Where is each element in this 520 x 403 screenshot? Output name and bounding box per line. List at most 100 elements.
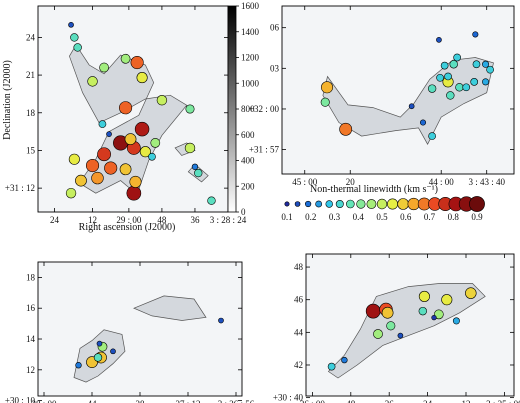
panel-bottom-right: 26 : 00 48 36 24 12 3 : 25 : 00 48 46 44 42 +30 : … bbox=[273, 253, 520, 403]
linewidth-marker bbox=[97, 147, 111, 162]
intensity-tick-label: 1200 bbox=[241, 53, 260, 63]
y-tick-label: 18 bbox=[26, 108, 36, 118]
linewidth-marker bbox=[106, 131, 112, 137]
linewidth-marker bbox=[449, 60, 458, 69]
linewidth-tick-label: 0.8 bbox=[448, 212, 460, 222]
intensity-tick-label: 1400 bbox=[241, 27, 260, 37]
linewidth-marker bbox=[194, 168, 203, 178]
x-tick-label: 29 : 00 bbox=[116, 215, 142, 225]
y-tick-label: 42 bbox=[294, 360, 303, 370]
linewidth-marker bbox=[472, 31, 479, 38]
intensity-tick-label: 0 bbox=[241, 207, 246, 217]
linewidth-marker bbox=[98, 120, 107, 128]
panel-frame bbox=[305, 253, 515, 397]
linewidth-legend-dot bbox=[284, 201, 290, 207]
x-tick-label: 44 : 00 bbox=[429, 177, 455, 187]
linewidth-marker bbox=[156, 95, 168, 106]
linewidth-marker bbox=[139, 146, 151, 158]
linewidth-marker bbox=[129, 175, 142, 188]
intensity-tick-label: 1600 bbox=[241, 1, 260, 11]
panel-bottom-left: 28 : 00 44 28 27 : 12 3 : 26 : 56 18 16 14 12 +30… bbox=[5, 261, 255, 403]
linewidth-marker bbox=[119, 163, 132, 176]
linewidth-marker bbox=[99, 62, 109, 73]
linewidth-marker bbox=[110, 348, 116, 355]
linewidth-marker bbox=[486, 65, 494, 74]
intensity-tick-label: 1000 bbox=[241, 78, 260, 88]
linewidth-marker bbox=[446, 91, 455, 100]
linewidth-marker bbox=[185, 104, 195, 114]
x-tick-label: 3 : 43 : 40 bbox=[468, 177, 505, 187]
x-tick-label: 12 bbox=[462, 399, 471, 403]
linewidth-marker bbox=[455, 83, 464, 92]
linewidth-marker bbox=[470, 78, 479, 86]
x-tick-label: 48 bbox=[157, 215, 167, 225]
linewidth-legend-dot bbox=[397, 198, 409, 210]
x-tick-label: 28 : 00 bbox=[31, 399, 57, 403]
linewidth-marker bbox=[339, 122, 353, 136]
y-tick-label: 12 bbox=[26, 365, 35, 375]
y-tick-label: +31 : 12 bbox=[5, 183, 35, 193]
y-tick-label: 48 bbox=[294, 262, 304, 272]
linewidth-marker bbox=[373, 329, 383, 339]
linewidth-tick-label: 0.1 bbox=[281, 212, 292, 222]
y-tick-label: 44 bbox=[294, 327, 304, 337]
linewidth-marker bbox=[130, 55, 144, 70]
linewidth-tick-label: 0.5 bbox=[376, 212, 388, 222]
linewidth-marker bbox=[418, 290, 430, 302]
linewidth-marker bbox=[124, 133, 137, 146]
x-tick-label: 26 : 00 bbox=[300, 399, 326, 403]
y-tick-label: 18 bbox=[26, 272, 36, 282]
y-tick-label: +32 : 00 bbox=[249, 104, 280, 114]
linewidth-legend-dot bbox=[407, 197, 420, 211]
linewidth-marker bbox=[444, 72, 452, 81]
linewidth-marker bbox=[427, 84, 437, 93]
linewidth-marker bbox=[472, 60, 481, 69]
linewidth-legend-dot bbox=[294, 201, 301, 207]
linewidth-marker bbox=[408, 103, 415, 110]
linewidth-marker bbox=[136, 72, 148, 84]
declination-axis-label: Declination (J2000) bbox=[2, 60, 13, 140]
linewidth-marker bbox=[134, 121, 150, 137]
linewidth-marker bbox=[218, 317, 224, 324]
linewidth-marker bbox=[381, 306, 394, 319]
linewidth-legend-dot bbox=[315, 200, 323, 208]
linewidth-legend-dot bbox=[335, 200, 344, 209]
y-tick-label: 15 bbox=[26, 145, 36, 155]
linewidth-marker bbox=[191, 163, 199, 170]
intensity-colorbar-gradient bbox=[227, 5, 237, 213]
linewidth-legend-dot bbox=[387, 198, 399, 210]
linewidth-marker bbox=[126, 185, 142, 201]
y-tick-label: 03 bbox=[270, 63, 280, 73]
linewidth-marker bbox=[436, 73, 444, 82]
linewidth-marker bbox=[453, 53, 461, 62]
linewidth-marker bbox=[119, 101, 133, 115]
linewidth-marker bbox=[65, 187, 77, 199]
linewidth-marker bbox=[75, 174, 87, 187]
x-tick-label: 3 : 25 : 00 bbox=[486, 399, 520, 403]
linewidth-legend-dot bbox=[366, 199, 377, 209]
linewidth-marker bbox=[418, 306, 427, 316]
linewidth-legend-dot bbox=[376, 198, 388, 210]
linewidth-marker bbox=[441, 294, 453, 306]
linewidth-colorbar-dots bbox=[284, 196, 485, 212]
linewidth-marker bbox=[397, 332, 404, 339]
x-tick-label: 36 bbox=[190, 215, 200, 225]
linewidth-marker bbox=[462, 83, 471, 92]
linewidth-tick-label: 0.9 bbox=[471, 212, 483, 222]
linewidth-marker bbox=[428, 132, 436, 140]
linewidth-tick-label: 0.2 bbox=[305, 212, 316, 222]
linewidth-marker bbox=[75, 362, 82, 369]
linewidth-legend-dot bbox=[346, 199, 355, 209]
linewidth-marker bbox=[321, 81, 334, 94]
y-tick-label: 16 bbox=[26, 303, 36, 313]
linewidth-marker bbox=[73, 43, 82, 52]
x-tick-label: 20 bbox=[346, 177, 356, 187]
panel-frame bbox=[281, 5, 515, 175]
panel-background bbox=[38, 262, 242, 396]
linewidth-marker bbox=[150, 138, 161, 148]
linewidth-marker bbox=[482, 60, 490, 68]
linewidth-marker bbox=[68, 22, 74, 28]
linewidth-tick-label: 0.4 bbox=[353, 212, 365, 222]
linewidth-legend-dot bbox=[469, 196, 485, 212]
linewidth-marker bbox=[341, 356, 348, 364]
